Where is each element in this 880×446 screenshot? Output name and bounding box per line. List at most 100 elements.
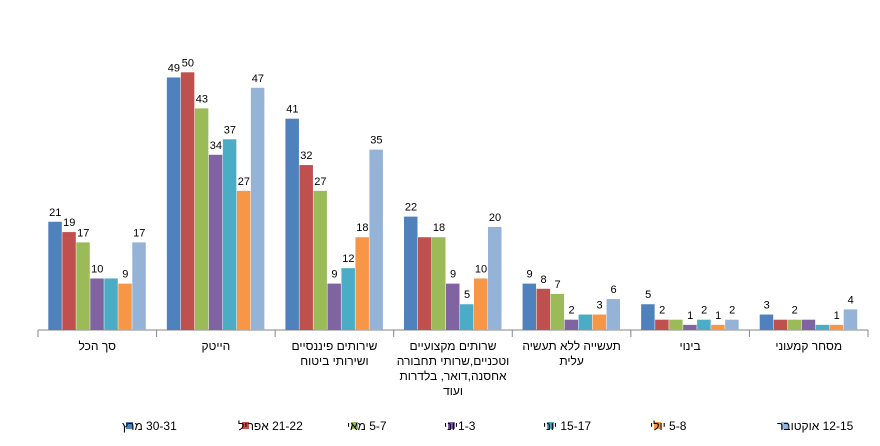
- bar: [606, 299, 621, 330]
- bar: [522, 283, 537, 330]
- data-label: 5: [645, 289, 651, 301]
- data-label: 49: [168, 62, 180, 74]
- data-label: 8: [541, 274, 547, 286]
- bar: [76, 242, 90, 330]
- data-label: 27: [238, 176, 250, 188]
- bar: [815, 324, 830, 330]
- bar: [787, 319, 802, 330]
- bar: [432, 237, 446, 330]
- bar: [592, 314, 607, 330]
- legend: 30-31 מרץ 21-22 אפריל 5-7 מאי 1-3יוני 15-17 …: [122, 419, 854, 433]
- bar: [313, 190, 327, 330]
- axis-layer: [37, 329, 869, 337]
- data-label: 34: [210, 140, 222, 152]
- legend-label: 30-31 מרץ: [122, 419, 177, 433]
- data-label: 2: [729, 305, 735, 317]
- bar: [488, 226, 502, 330]
- bar: [446, 283, 460, 330]
- legend-label: 12-15 אוקטובר: [777, 419, 854, 433]
- bar: [48, 221, 62, 330]
- bar: [655, 319, 669, 330]
- category-label: מסחר קמעוני: [775, 339, 842, 353]
- data-label: 1: [687, 310, 693, 322]
- bar: [166, 77, 181, 330]
- category-label: וטכניים,שרותי תחבורה: [397, 354, 510, 368]
- legend-label: 1-3יוני: [444, 419, 476, 433]
- bar: [62, 232, 76, 330]
- category-label: בינוי: [680, 339, 701, 353]
- bar: [536, 288, 551, 330]
- data-label: 43: [196, 93, 208, 105]
- legend-swatch: [448, 422, 455, 429]
- data-label: 32: [300, 150, 312, 162]
- data-label: 41: [286, 104, 298, 116]
- legend-label: 5-8 יולי: [650, 419, 687, 433]
- data-label: 20: [489, 212, 501, 224]
- category-label: שירותים פיננסיים: [292, 339, 378, 353]
- bar: [474, 278, 488, 330]
- data-label: 9: [331, 269, 337, 281]
- category-label: הייטק: [201, 339, 230, 353]
- data-label: 6: [611, 284, 617, 296]
- data-label: 18: [433, 222, 445, 234]
- data-label: 2: [569, 305, 575, 317]
- bar: [118, 283, 132, 330]
- data-label: 18: [356, 222, 368, 234]
- category-label: תעשייה ללא תעשיה: [522, 339, 620, 353]
- bar: [460, 304, 474, 330]
- bar: [829, 324, 844, 330]
- legend-swatch: [654, 422, 661, 429]
- data-label: 12: [342, 253, 354, 265]
- bar: [404, 216, 418, 330]
- data-label: 5: [464, 289, 470, 301]
- data-label: 37: [224, 124, 236, 136]
- legend-label: 15-17 יוני: [543, 419, 591, 433]
- data-label: 3: [597, 300, 603, 312]
- bar: [208, 154, 223, 330]
- legend-swatch: [126, 422, 133, 429]
- category-label: סך הכל: [79, 339, 117, 353]
- data-label: 1: [715, 310, 721, 322]
- bar: [236, 190, 251, 330]
- bar: [180, 72, 195, 331]
- category-label: עלית: [559, 354, 584, 368]
- data-label: 47: [252, 73, 264, 85]
- bar: [697, 319, 711, 330]
- legend-swatch: [547, 422, 554, 429]
- legend-label: 5-7 מאי: [347, 419, 387, 433]
- bars-layer: [48, 72, 858, 331]
- bar: [355, 237, 369, 330]
- bar: [132, 242, 146, 330]
- legend-swatch: [351, 422, 358, 429]
- bar: [669, 319, 683, 330]
- bar: [285, 118, 299, 330]
- bar: [222, 139, 237, 330]
- data-label: 7: [555, 279, 561, 291]
- bar: [683, 324, 697, 330]
- bar: [725, 319, 739, 330]
- data-label: 19: [63, 217, 75, 229]
- bar: [564, 319, 579, 330]
- bar: [550, 293, 565, 330]
- bar: [578, 314, 593, 330]
- bar: [418, 237, 432, 330]
- bar: [194, 108, 209, 330]
- bar: [369, 149, 383, 330]
- data-label: 10: [475, 263, 487, 275]
- bar: [104, 278, 118, 330]
- data-label: 4: [848, 294, 854, 306]
- data-label: 21: [49, 207, 61, 219]
- data-label: 2: [792, 305, 798, 317]
- bar: [341, 268, 355, 330]
- bar: [711, 324, 725, 330]
- data-label: 27: [314, 176, 326, 188]
- data-label: 17: [77, 227, 89, 239]
- data-label: 9: [450, 269, 456, 281]
- bar: [641, 304, 655, 330]
- data-label: 3: [764, 300, 770, 312]
- category-label: ושירותי ביטוח: [300, 354, 368, 368]
- bar: [773, 319, 788, 330]
- data-label: 9: [122, 269, 128, 281]
